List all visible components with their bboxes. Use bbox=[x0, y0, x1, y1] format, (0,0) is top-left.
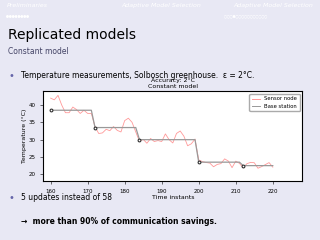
Text: Adaptive Model Selection: Adaptive Model Selection bbox=[122, 3, 202, 8]
Text: Preliminaries: Preliminaries bbox=[6, 3, 47, 8]
Text: 5 updates instead of 58: 5 updates instead of 58 bbox=[21, 193, 112, 203]
Text: ○○○●○○○○○○○○○○○: ○○○●○○○○○○○○○○○ bbox=[224, 14, 267, 19]
Text: •: • bbox=[8, 71, 14, 81]
Title: Accuracy: 2°C
Constant model: Accuracy: 2°C Constant model bbox=[148, 78, 198, 90]
Y-axis label: Temperature (°C): Temperature (°C) bbox=[22, 109, 27, 163]
Text: Replicated models: Replicated models bbox=[8, 28, 136, 42]
Text: ●●●●●●●●: ●●●●●●●● bbox=[6, 14, 29, 19]
Text: Adaptive Model Selection: Adaptive Model Selection bbox=[234, 3, 314, 8]
Text: Temperature measurements, Solbosch greenhouse.  ε = 2°C.: Temperature measurements, Solbosch green… bbox=[21, 71, 254, 80]
Text: →  more than 90% of communication savings.: → more than 90% of communication savings… bbox=[21, 217, 217, 227]
Text: •: • bbox=[8, 193, 14, 203]
X-axis label: Time instants: Time instants bbox=[152, 195, 194, 200]
Legend: Sensor node, Base station: Sensor node, Base station bbox=[250, 94, 300, 111]
Text: Constant model: Constant model bbox=[8, 47, 69, 56]
